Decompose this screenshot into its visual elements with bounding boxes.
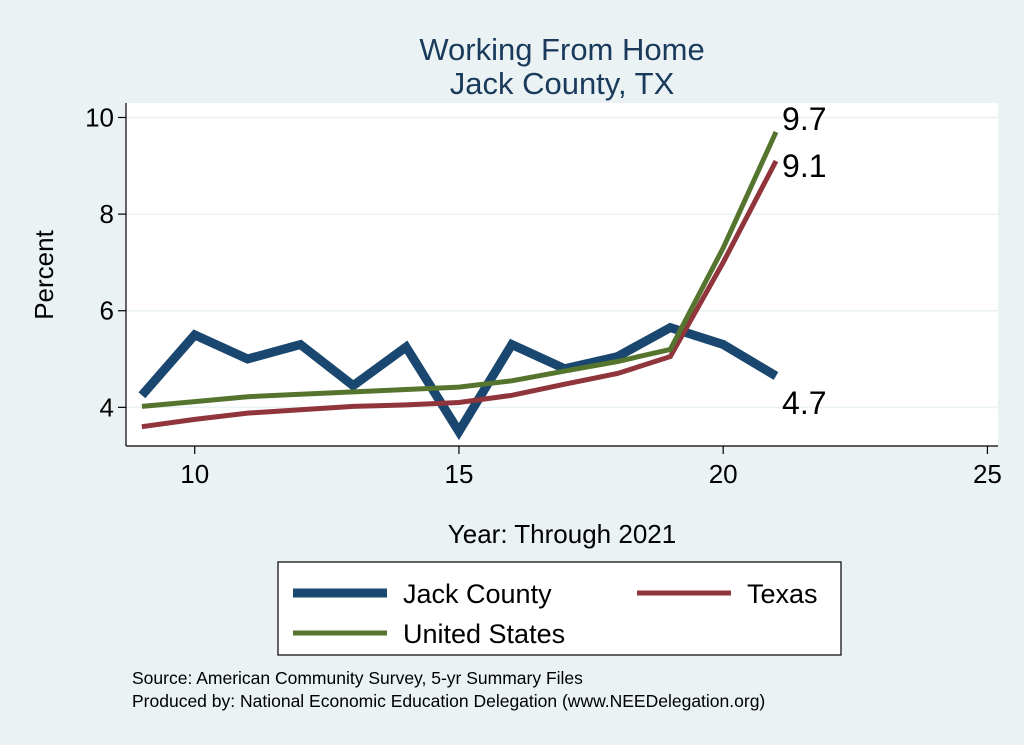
x-tick-label-15: 15	[444, 459, 473, 489]
series-line-united-states	[141, 130, 779, 409]
y-tick-label-6: 6	[100, 296, 114, 326]
x-axis-label: Year: Through 2021	[448, 519, 676, 549]
legend-label-united-states: United States	[403, 619, 565, 649]
plot-area	[126, 103, 998, 446]
end-label-united-states: 9.7	[782, 101, 826, 137]
x-tick-label-20: 20	[709, 459, 738, 489]
axes: 4 6 8 10 10 15 20 25	[85, 102, 1002, 489]
source-note: Source: American Community Survey, 5-yr …	[132, 668, 583, 688]
end-label-texas: 9.1	[782, 148, 826, 184]
x-tick-label-25: 25	[973, 459, 1002, 489]
series-lines	[138, 130, 779, 441]
legend-label-texas: Texas	[747, 579, 818, 609]
y-tick-label-4: 4	[100, 392, 114, 422]
series-line-jack-county	[138, 322, 779, 441]
chart-title-line-1: Working From Home	[419, 32, 704, 67]
y-tick-label-8: 8	[100, 199, 114, 229]
producer-note: Produced by: National Economic Education…	[132, 691, 765, 711]
x-tick-label-10: 10	[180, 459, 209, 489]
chart-title-line-2: Jack County, TX	[450, 66, 675, 101]
y-tick-label-10: 10	[85, 102, 114, 132]
legend: Jack County Texas United States	[277, 561, 842, 656]
legend-box	[277, 561, 842, 656]
series-line-texas	[141, 159, 779, 430]
legend-label-jack-county: Jack County	[403, 579, 552, 609]
gridlines	[126, 116, 998, 409]
y-axis-label: Percent	[29, 229, 59, 319]
end-labels: 4.7 9.1 9.7	[782, 101, 826, 421]
end-label-jack-county: 4.7	[782, 385, 826, 421]
